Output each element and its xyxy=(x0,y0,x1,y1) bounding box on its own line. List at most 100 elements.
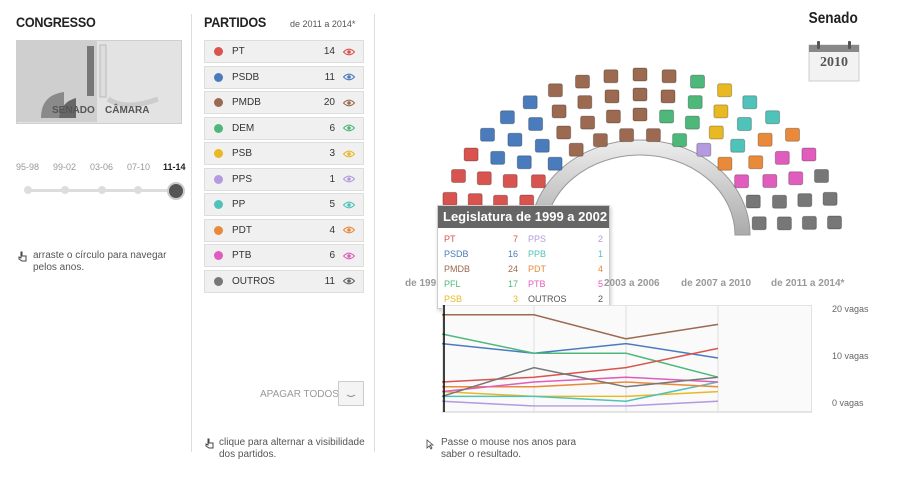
tooltip-party-name: PSDB xyxy=(444,249,469,259)
party-color-dot xyxy=(214,149,223,158)
senate-seat xyxy=(745,194,761,209)
senate-seat xyxy=(748,155,764,170)
senate-seat xyxy=(476,171,492,186)
visibility-eye-icon[interactable] xyxy=(343,277,355,285)
party-row-dem[interactable]: DEM 6 xyxy=(204,116,364,140)
party-row-pps[interactable]: PPS 1 xyxy=(204,167,364,191)
series-line-5 xyxy=(442,401,718,406)
senate-seat xyxy=(442,191,458,206)
visibility-eye-icon[interactable] xyxy=(343,175,355,183)
year-slider-handle[interactable] xyxy=(167,182,185,200)
senate-seat xyxy=(632,107,648,122)
senate-seat xyxy=(659,109,675,124)
senate-seat xyxy=(522,95,538,110)
senate-seat xyxy=(619,128,635,143)
party-row-pt[interactable]: PT 14 xyxy=(204,40,364,63)
senate-seat xyxy=(742,95,758,110)
period-tab-2003[interactable]: 2003 a 2006 xyxy=(604,278,660,289)
visibility-eye-icon[interactable] xyxy=(343,252,355,260)
tooltip-party-name: PSB xyxy=(444,294,463,304)
party-row-ptb[interactable]: PTB 6 xyxy=(204,244,364,267)
camara-option[interactable] xyxy=(98,41,180,123)
hand-pointer-icon xyxy=(205,436,214,454)
senate-seat xyxy=(797,193,813,208)
senate-seat xyxy=(757,132,773,147)
y-label-0: 0 vagas xyxy=(832,398,864,408)
senate-seat xyxy=(661,69,677,84)
tooltip-party-value: 1 xyxy=(597,249,603,259)
party-row-pdt[interactable]: PDT 4 xyxy=(204,218,364,242)
senate-seat xyxy=(717,83,733,98)
party-row-outros[interactable]: OUTROS 11 xyxy=(204,269,364,293)
clear-all-label[interactable]: APAGAR TODOS xyxy=(260,389,339,400)
senate-hemicycle xyxy=(438,67,842,236)
senate-seat xyxy=(788,171,804,186)
senate-seat xyxy=(645,128,661,143)
senate-seat xyxy=(734,174,750,189)
senate-seat xyxy=(605,109,621,124)
column-divider xyxy=(374,14,375,452)
series-line-6 xyxy=(442,382,718,401)
senate-seat xyxy=(774,150,790,165)
senate-seat xyxy=(713,104,729,119)
party-name: OUTROS xyxy=(232,275,275,287)
senate-seat xyxy=(827,215,842,230)
series-line-0 xyxy=(442,315,718,339)
senate-seat xyxy=(551,104,567,119)
section-title-partidos: PARTIDOS xyxy=(204,14,267,30)
party-row-psdb[interactable]: PSDB 11 xyxy=(204,65,364,89)
visibility-eye-icon[interactable] xyxy=(343,226,355,234)
period-tab-2007[interactable]: de 2007 a 2010 xyxy=(681,278,752,289)
party-row-pmdb[interactable]: PMDB 20 xyxy=(204,91,364,114)
senate-seat xyxy=(547,156,563,171)
party-row-pp[interactable]: PP 5 xyxy=(204,193,364,216)
period-tab-1999[interactable]: de 199 xyxy=(405,278,437,289)
senate-seat xyxy=(502,174,518,188)
visibility-eye-icon[interactable] xyxy=(343,150,355,158)
senado-chamber-icon xyxy=(41,46,94,118)
senate-seat xyxy=(801,147,817,162)
party-color-dot xyxy=(214,225,223,235)
year-slider-stop[interactable] xyxy=(98,186,106,194)
year-label-95-98[interactable]: 95-98 xyxy=(16,162,40,172)
senate-seat xyxy=(822,191,838,206)
party-color-dot xyxy=(214,276,223,286)
tooltip-party-value: 17 xyxy=(507,279,518,289)
visibility-eye-icon[interactable] xyxy=(343,73,355,81)
visibility-eye-icon[interactable] xyxy=(343,99,355,107)
year-label-07-10[interactable]: 07-10 xyxy=(127,162,151,172)
year-slider-stop[interactable] xyxy=(24,186,32,194)
year-label-03-06[interactable]: 03-06 xyxy=(90,162,114,172)
party-seat-count: 6 xyxy=(329,250,335,261)
clear-all-button[interactable] xyxy=(338,381,364,406)
tooltip-party-name: PDT xyxy=(528,264,546,274)
party-seat-count: 11 xyxy=(324,275,335,287)
tooltip-party-value: 5 xyxy=(597,279,603,289)
senate-seat xyxy=(592,133,608,148)
party-row-psb[interactable]: PSB 3 xyxy=(204,142,364,165)
chamber-title: Senado xyxy=(808,10,858,27)
senate-seat xyxy=(534,138,550,153)
senate-seat xyxy=(717,156,733,171)
year-label-99-02[interactable]: 99-02 xyxy=(53,162,77,172)
senate-seat xyxy=(672,133,688,148)
tooltip-party-value: 24 xyxy=(507,264,518,274)
senate-seat xyxy=(499,110,515,125)
tooltip-party-name: PMDB xyxy=(444,264,471,274)
y-label-20: 20 vagas xyxy=(832,304,869,314)
year-slider-stop[interactable] xyxy=(61,186,69,194)
visibility-eye-icon[interactable] xyxy=(343,124,355,132)
period-tab-2011[interactable]: de 2011 a 2014* xyxy=(771,278,845,289)
visibility-eye-icon[interactable] xyxy=(343,201,355,209)
party-seat-count: 20 xyxy=(323,97,335,108)
seats-line-chart[interactable] xyxy=(442,305,812,413)
visibility-eye-icon[interactable] xyxy=(343,48,355,56)
party-color-dot xyxy=(214,98,223,107)
senado-option[interactable] xyxy=(16,40,97,122)
year-label-11-14[interactable]: 11-14 xyxy=(163,162,186,172)
series-line-3 xyxy=(442,348,718,382)
senate-seat xyxy=(556,125,572,140)
year-slider-stop[interactable] xyxy=(134,186,142,194)
column-divider xyxy=(191,14,192,452)
senate-seat xyxy=(528,117,544,131)
